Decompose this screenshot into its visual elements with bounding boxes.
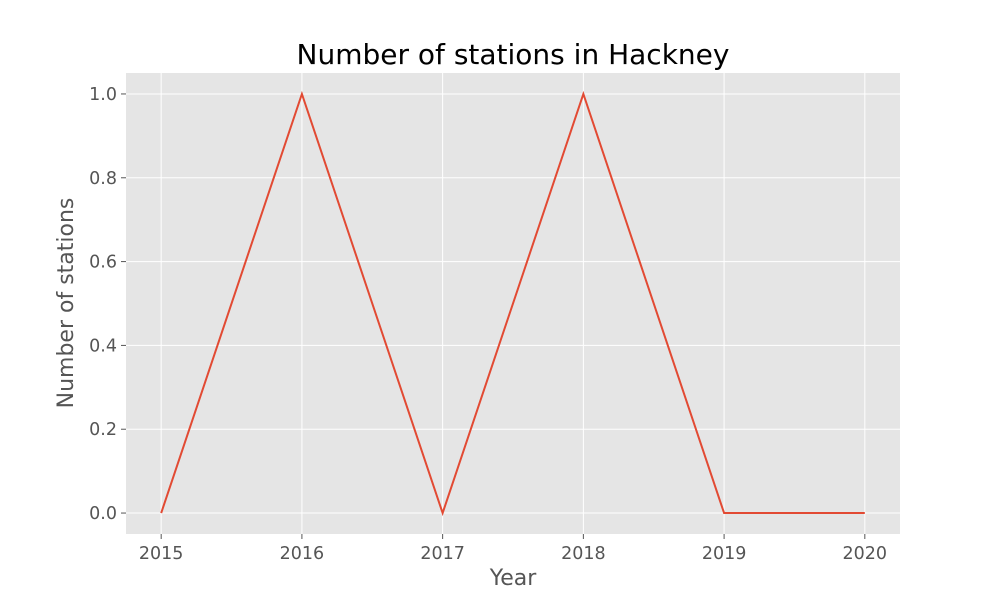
y-tick-label: 0.8 (89, 169, 117, 189)
series-layer (160, 90, 865, 517)
y-tick-label: 0.0 (89, 504, 117, 524)
x-tick-label: 2017 (420, 544, 465, 564)
y-tick-label: 0.2 (89, 420, 117, 440)
y-tick-label: 0.6 (89, 253, 117, 273)
series-line (160, 90, 865, 517)
x-tick-label: 2015 (139, 544, 184, 564)
x-axis: 2015 2016 2017 2018 2019 2020 (139, 534, 887, 564)
chart-title: Number of stations in Hackney (297, 38, 730, 71)
y-axis: 0.0 0.2 0.4 0.6 0.8 1.0 (89, 85, 126, 524)
x-tick-label: 2016 (280, 544, 325, 564)
y-tick-label: 0.4 (89, 336, 117, 356)
y-tick-label: 1.0 (89, 85, 117, 105)
x-axis-label: Year (489, 566, 538, 591)
x-tick-label: 2019 (702, 544, 747, 564)
x-tick-label: 2020 (843, 544, 888, 564)
x-tick-label: 2018 (561, 544, 606, 564)
y-axis-label: Number of stations (54, 198, 79, 409)
